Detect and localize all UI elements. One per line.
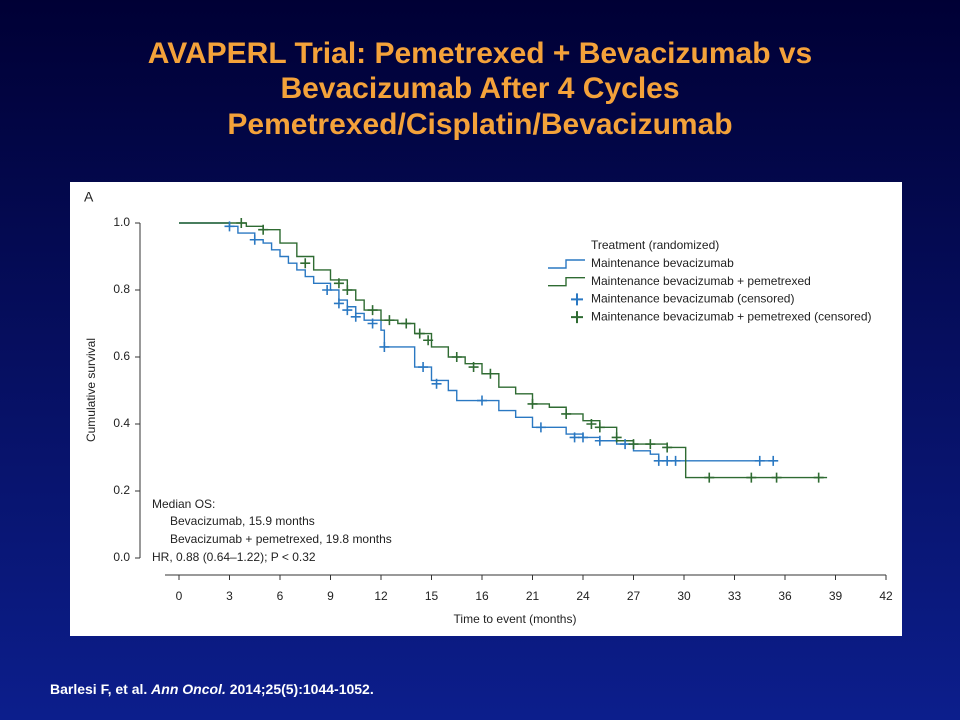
censor-mark	[746, 472, 757, 483]
annotation: Bevacizumab + pemetrexed, 19.8 months	[170, 532, 392, 546]
censor-mark	[594, 422, 605, 433]
legend-label: Maintenance bevacizumab + pemetrexed (ce…	[591, 309, 872, 323]
censor-mark	[468, 362, 479, 373]
censor-mark	[477, 395, 487, 406]
censor-mark	[594, 435, 605, 446]
censor-mark	[768, 455, 779, 466]
x-tick-label: 16	[475, 589, 489, 603]
x-tick-label: 27	[627, 589, 641, 603]
censor-mark	[423, 335, 434, 346]
citation-part: 2014;25(5):1044-1052.	[230, 681, 374, 697]
y-tick-label: 0.0	[113, 550, 130, 564]
y-tick-label: 0.4	[113, 416, 130, 430]
legend-label: Maintenance bevacizumab + pemetrexed	[591, 274, 811, 288]
legend-glyph	[571, 293, 583, 306]
censor-mark	[414, 328, 425, 339]
censor-mark	[662, 442, 673, 453]
censor-mark	[527, 398, 538, 409]
x-tick-label: 15	[425, 589, 439, 603]
censor-mark	[300, 258, 311, 269]
censor-mark	[662, 455, 673, 466]
censor-mark	[771, 472, 782, 483]
censor-mark	[322, 285, 333, 295]
slide-title: Pemetrexed/Cisplatin/Bevacizumab	[227, 108, 732, 141]
censor-mark	[586, 419, 597, 429]
censor-mark	[249, 234, 260, 245]
legend-label: Maintenance bevacizumab (censored)	[591, 292, 794, 306]
panel-label: A	[84, 189, 94, 205]
x-axis-label: Time to event (months)	[454, 612, 577, 626]
censor-mark	[451, 352, 462, 362]
x-tick-label: 12	[374, 589, 388, 603]
censor-mark	[578, 432, 588, 443]
censor-mark	[704, 472, 715, 483]
censor-mark	[401, 318, 412, 329]
x-tick-label: 9	[327, 589, 334, 603]
citation-part: Ann Oncol.	[150, 681, 226, 697]
y-tick-label: 0.2	[113, 483, 130, 497]
x-tick-label: 6	[277, 589, 284, 603]
censor-mark	[384, 315, 395, 326]
censor-mark	[611, 432, 622, 443]
plot: 0.00.20.40.60.81.00 3 6 9 12 15 16 21 24 27 30 33 36…	[84, 189, 893, 626]
censor-mark	[670, 455, 681, 466]
x-tick-label: 36	[778, 589, 792, 603]
censor-mark	[431, 378, 442, 389]
annotation: Bevacizumab, 15.9 months	[170, 514, 315, 528]
x-tick-label: 30	[677, 589, 691, 603]
x-tick-label: 42	[879, 589, 893, 603]
censor-mark	[367, 305, 378, 316]
x-tick-label: 39	[829, 589, 843, 603]
legend-glyph	[571, 311, 583, 324]
survival-line	[179, 222, 828, 479]
censor-mark	[224, 221, 235, 232]
censor-mark	[342, 305, 353, 316]
censor-mark	[418, 362, 429, 373]
legend-glyph	[548, 277, 585, 287]
censor-mark	[342, 285, 353, 295]
censor-mark	[628, 439, 639, 450]
citation: Barlesi F, et al. Ann Oncol. 2014;25(5):…	[50, 681, 374, 697]
censor-mark	[258, 224, 269, 235]
censor-mark	[754, 455, 765, 466]
x-tick-label: 24	[576, 589, 590, 603]
y-tick-label: 1.0	[113, 215, 130, 229]
annotation: Median OS:	[152, 497, 215, 511]
x-tick-label: 21	[526, 589, 540, 603]
x-tick-label: 3	[226, 589, 233, 603]
y-axis-label: Cumulative survival	[84, 338, 98, 442]
legend-glyph	[548, 259, 585, 269]
slide-title: Bevacizumab After 4 Cycles	[280, 72, 679, 105]
legend-title: Treatment (randomized)	[591, 238, 719, 252]
x-tick-label: 0	[176, 589, 183, 603]
censor-mark	[350, 311, 361, 322]
censor-mark	[333, 278, 344, 289]
censor-mark	[620, 439, 631, 450]
censor-mark	[645, 439, 656, 450]
censor-mark	[333, 298, 344, 309]
legend-label: Maintenance bevacizumab	[591, 256, 734, 270]
censor-mark	[535, 422, 546, 433]
censor-mark	[813, 472, 824, 483]
chart-panel	[70, 182, 902, 636]
slide-title: AVAPERL Trial: Pemetrexed + Bevacizumab …	[148, 37, 812, 70]
censor-mark	[379, 341, 390, 352]
y-tick-label: 0.8	[113, 282, 130, 296]
censor-mark	[367, 318, 378, 329]
censor-mark	[653, 455, 664, 466]
y-tick-label: 0.6	[113, 349, 130, 363]
censor-mark	[561, 408, 572, 419]
censor-mark	[236, 218, 247, 228]
x-tick-label: 33	[728, 589, 742, 603]
annotation: HR, 0.88 (0.64–1.22); P < 0.32	[152, 550, 316, 564]
censor-mark	[569, 432, 580, 443]
censor-mark	[485, 368, 496, 379]
citation-part: Barlesi F, et al.	[50, 681, 147, 697]
